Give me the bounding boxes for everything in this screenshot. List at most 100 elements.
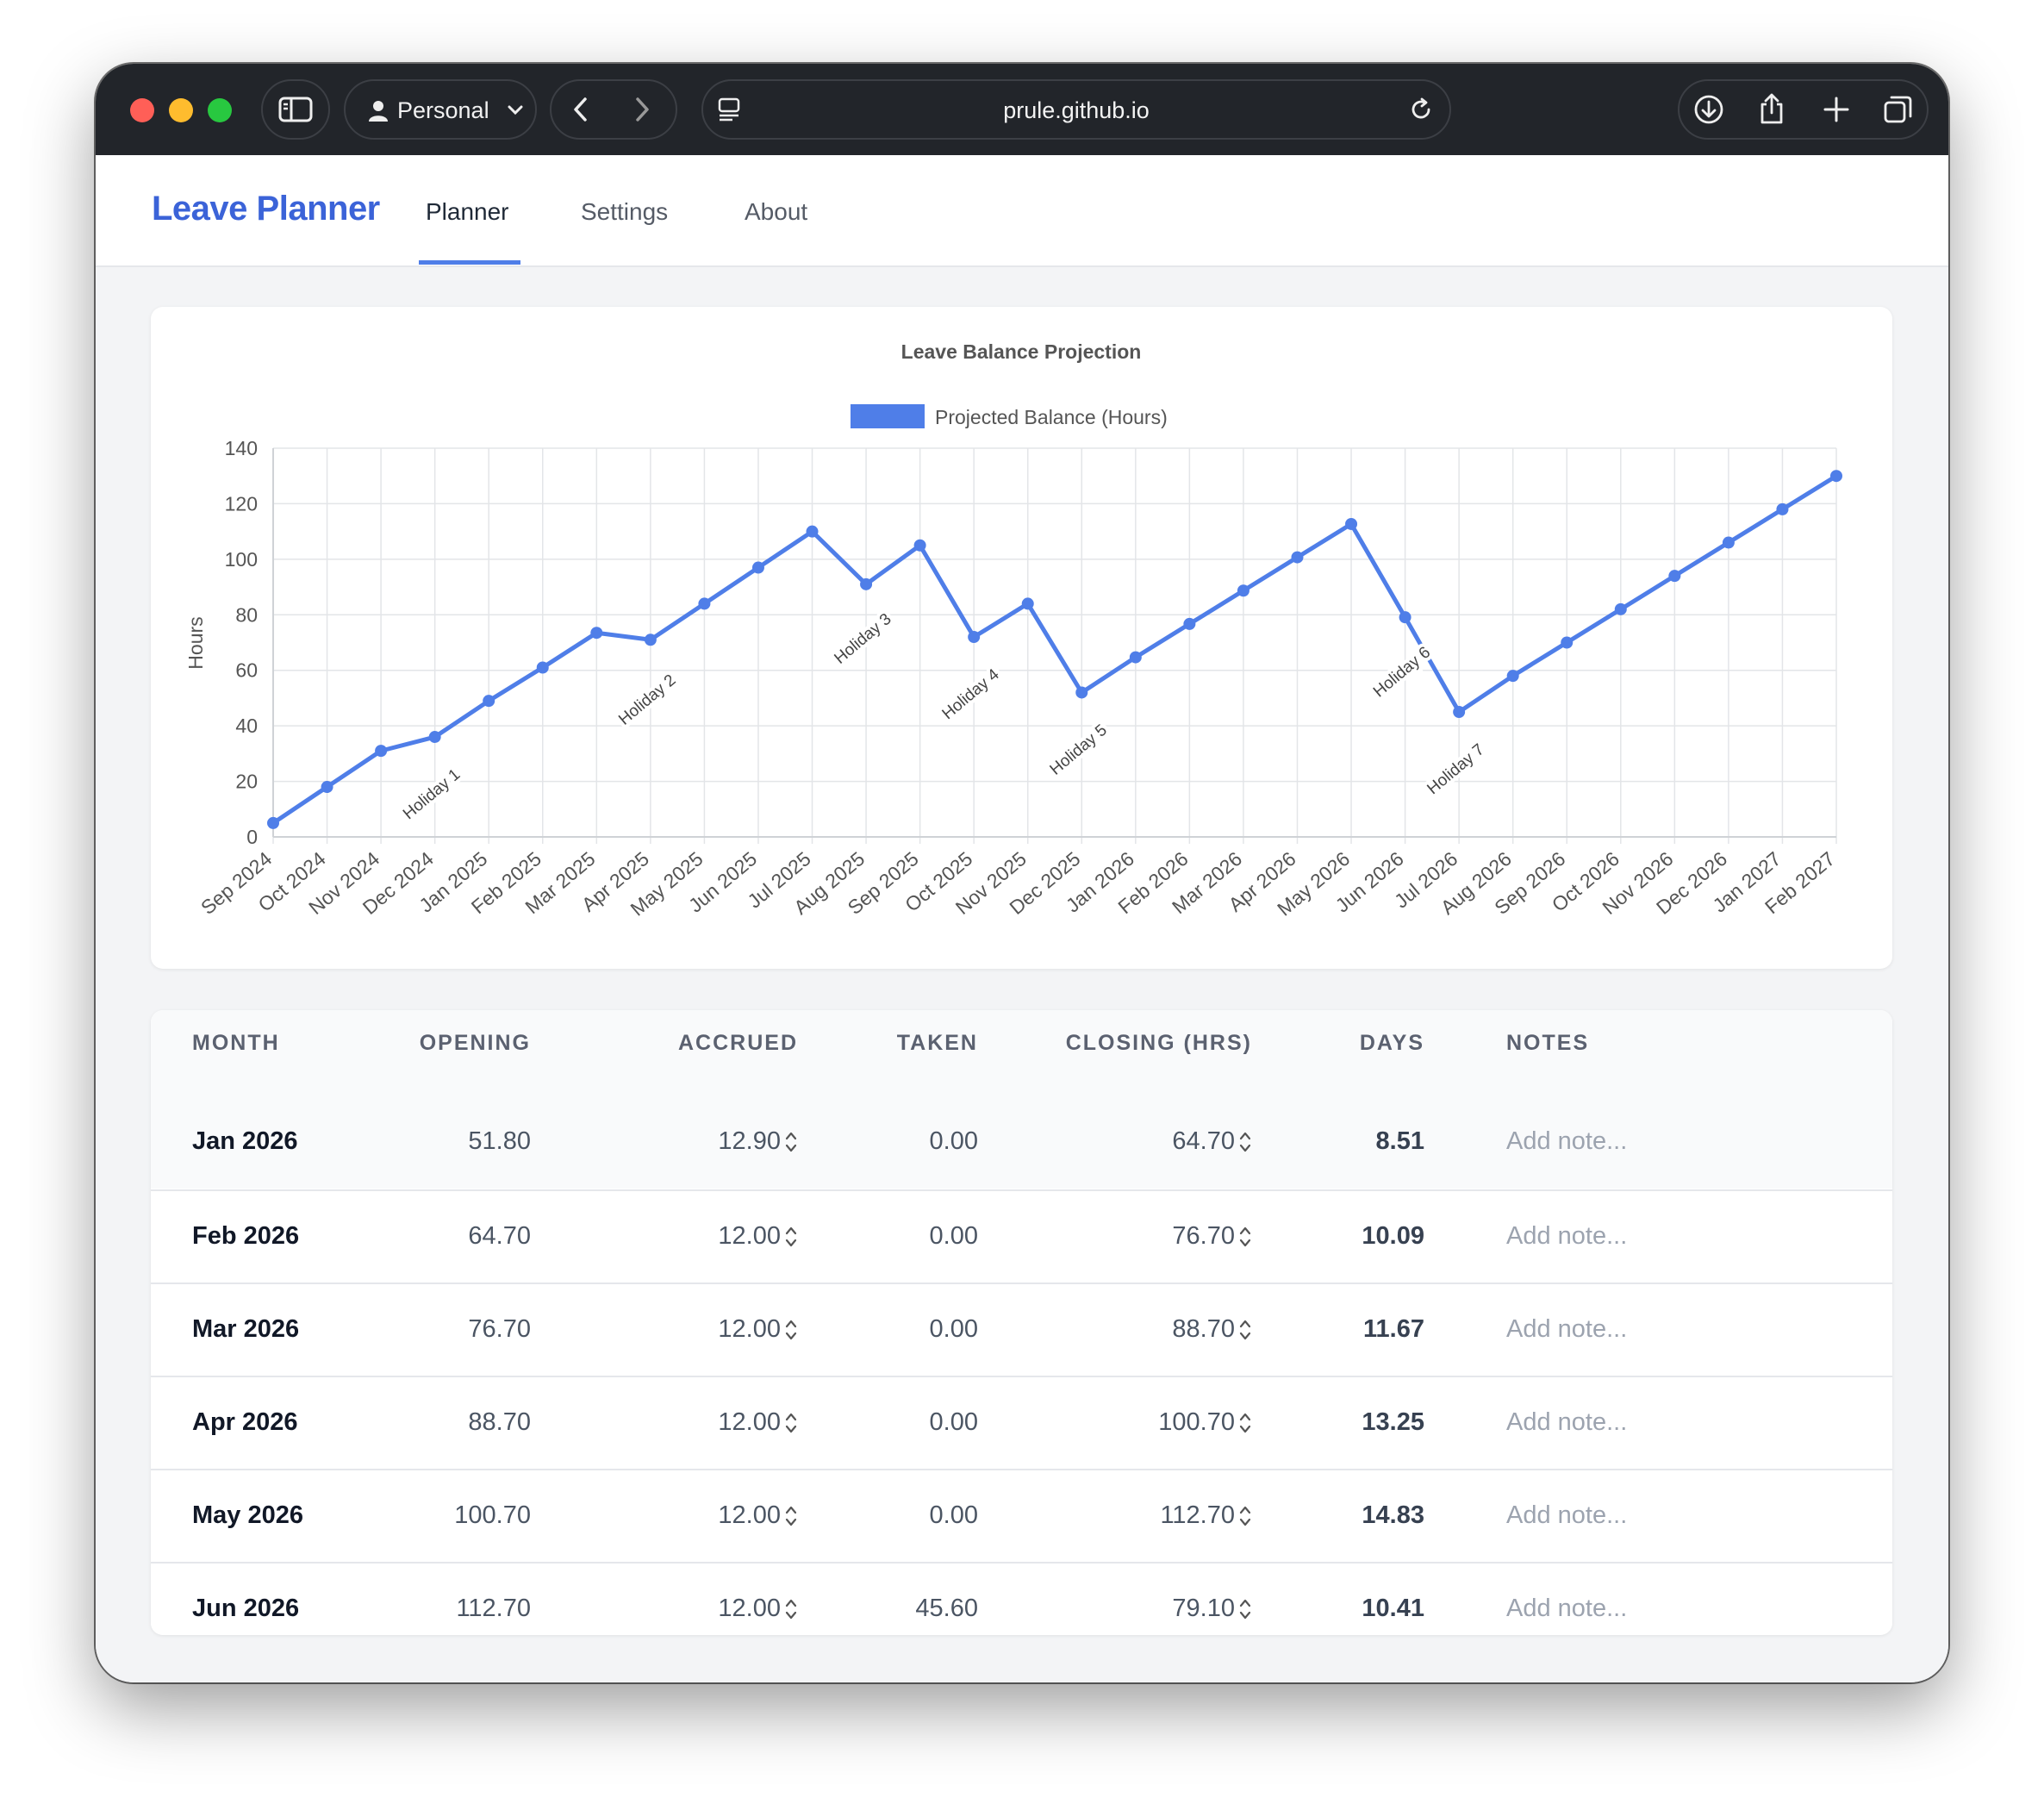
accrued-input[interactable]: 12.90 [718,1127,798,1156]
closing-input[interactable]: 79.10 [1172,1595,1252,1623]
data-point[interactable] [375,745,388,758]
leave-table: MONTH OPENING ACCRUED TAKEN CLOSING (HRS… [151,1010,1892,1635]
closing-value: 79.10 [1172,1595,1235,1622]
note-input[interactable]: Add note... [1506,1595,1628,1622]
data-point[interactable] [698,597,711,610]
data-point[interactable] [1129,651,1142,664]
data-point[interactable] [860,577,873,590]
closing-input[interactable]: 64.70 [1172,1127,1252,1156]
holiday-annotation: Holiday 7 [1424,740,1488,798]
opening-cell: 88.70 [468,1408,531,1436]
note-input[interactable]: Add note... [1506,1222,1628,1250]
note-input[interactable]: Add note... [1506,1315,1628,1343]
zoom-window-button[interactable] [208,98,232,122]
accrued-value: 12.00 [718,1408,781,1436]
data-point[interactable] [1075,686,1088,699]
closing-value: 100.70 [1158,1408,1235,1436]
data-point[interactable] [1237,584,1249,597]
closing-input[interactable]: 76.70 [1172,1222,1252,1251]
data-point[interactable] [536,661,549,674]
month-cell: Jan 2026 [192,1127,298,1155]
holiday-annotation: Holiday 6 [1370,643,1434,701]
days-cell: 14.83 [1362,1501,1424,1529]
data-point[interactable] [267,816,279,829]
y-tick-label: 80 [235,603,258,626]
app-brand[interactable]: Leave Planner [152,190,380,228]
stepper-arrows-icon[interactable] [1238,1317,1252,1343]
page-menu-icon[interactable] [717,97,741,122]
table-row: May 2026 100.70 12.00 0.00 112.70 14.83 Add no… [151,1469,1892,1563]
data-point[interactable] [321,781,333,794]
stepper-arrows-icon[interactable] [1238,1410,1252,1436]
stepper-arrows-icon[interactable] [784,1596,798,1622]
data-point[interactable] [1722,536,1735,549]
accrued-input[interactable]: 12.00 [718,1501,798,1530]
data-point[interactable] [1506,670,1519,683]
data-point[interactable] [1345,517,1358,530]
data-point[interactable] [806,525,819,538]
close-window-button[interactable] [130,98,154,122]
new-tab-icon[interactable] [1823,96,1850,123]
stepper-arrows-icon[interactable] [1238,1596,1252,1622]
download-icon[interactable] [1693,94,1724,125]
y-tick-label: 60 [235,659,258,682]
accrued-value: 12.00 [718,1222,781,1250]
closing-input[interactable]: 100.70 [1158,1408,1252,1437]
tab-planner[interactable]: Planner [426,198,509,225]
tab-about[interactable]: About [745,198,808,225]
data-point[interactable] [1830,470,1842,483]
stepper-arrows-icon[interactable] [784,1129,798,1155]
legend-label[interactable]: Projected Balance (Hours) [935,406,1168,428]
data-point[interactable] [1399,611,1411,624]
data-point[interactable] [1291,551,1304,564]
data-point[interactable] [1614,602,1627,615]
back-icon[interactable] [572,97,589,122]
page-content: Leave Planner Planner Settings About 0 20… [96,155,1948,1682]
data-point[interactable] [751,561,764,574]
holiday-annotation: Holiday 1 [400,765,464,823]
stepper-arrows-icon[interactable] [1238,1224,1252,1250]
sidebar-toggle-button[interactable] [261,79,330,140]
stepper-arrows-icon[interactable] [1238,1503,1252,1529]
stepper-arrows-icon[interactable] [784,1503,798,1529]
stepper-arrows-icon[interactable] [784,1224,798,1250]
reload-icon[interactable] [1408,97,1434,122]
data-point[interactable] [644,634,657,646]
data-point[interactable] [968,631,981,644]
legend-swatch[interactable] [851,404,925,428]
data-point[interactable] [1776,502,1789,515]
accrued-input[interactable]: 12.00 [718,1315,798,1344]
note-input[interactable]: Add note... [1506,1127,1628,1155]
data-point[interactable] [1183,617,1196,630]
accrued-input[interactable]: 12.00 [718,1222,798,1251]
stepper-arrows-icon[interactable] [784,1317,798,1343]
forward-icon[interactable] [633,97,651,122]
accrued-input[interactable]: 12.00 [718,1408,798,1437]
sidebar-icon [278,97,313,122]
profile-button[interactable]: Personal [344,79,537,140]
opening-cell: 112.70 [456,1595,531,1622]
data-point[interactable] [1021,597,1034,610]
data-point[interactable] [1561,636,1574,649]
closing-input[interactable]: 88.70 [1172,1315,1252,1344]
share-icon[interactable] [1758,92,1785,125]
note-input[interactable]: Add note... [1506,1408,1628,1436]
closing-input[interactable]: 112.70 [1160,1501,1252,1530]
data-point[interactable] [1668,570,1681,583]
stepper-arrows-icon[interactable] [784,1410,798,1436]
data-point[interactable] [590,627,603,640]
stepper-arrows-icon[interactable] [1238,1129,1252,1155]
tab-settings[interactable]: Settings [581,198,669,225]
days-cell: 13.25 [1362,1408,1424,1436]
tab-overview-icon[interactable] [1883,94,1914,125]
minimize-window-button[interactable] [169,98,193,122]
profile-label: Personal [397,97,489,123]
note-input[interactable]: Add note... [1506,1501,1628,1529]
data-point[interactable] [1453,706,1466,719]
accrued-input[interactable]: 12.00 [718,1595,798,1623]
data-point[interactable] [428,731,441,744]
taken-cell: 0.00 [929,1408,978,1436]
data-point[interactable] [483,695,495,708]
address-bar[interactable]: prule.github.io [701,79,1451,140]
data-point[interactable] [913,539,926,552]
